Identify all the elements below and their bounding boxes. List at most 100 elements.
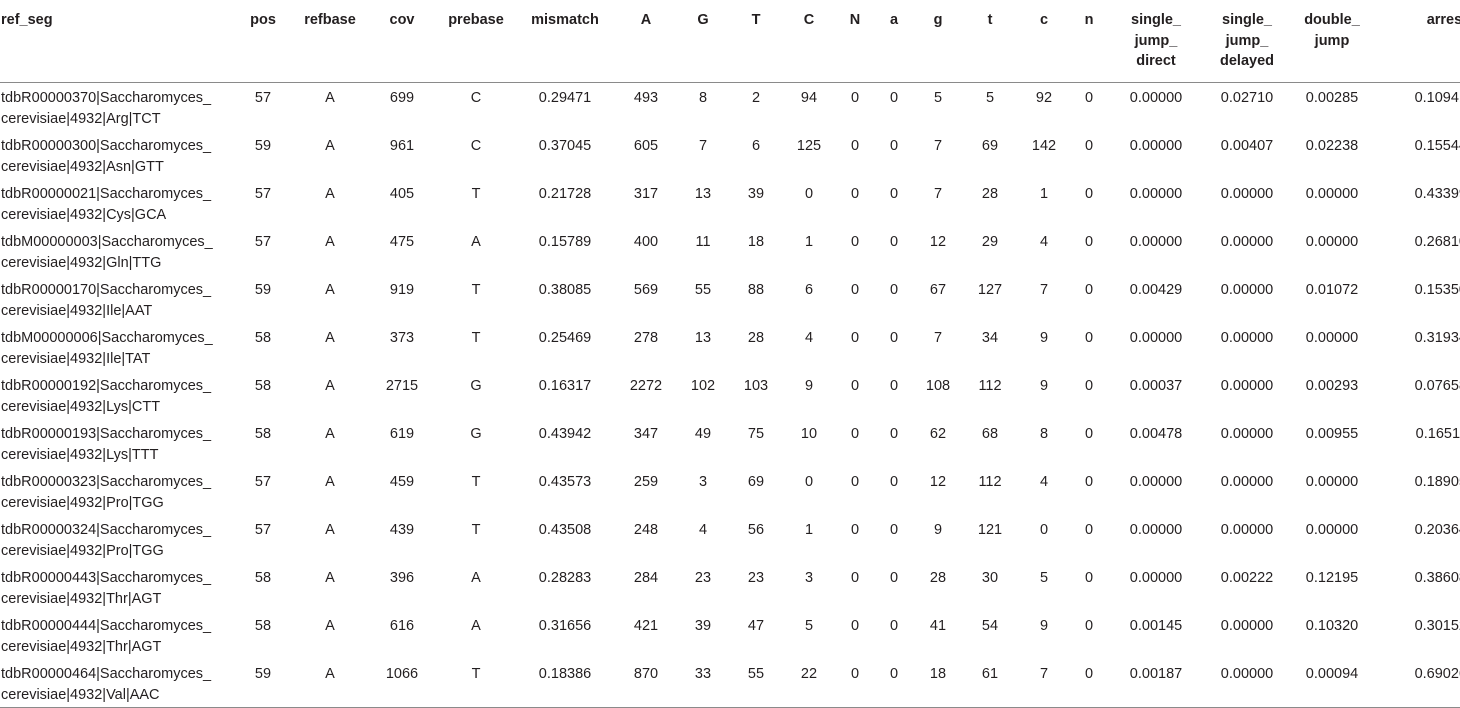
cell-a: 2272	[629, 377, 663, 394]
cell-n: 0	[1084, 521, 1094, 538]
cell-a: 0	[889, 377, 899, 394]
cell-a: 0	[889, 521, 899, 538]
cell-c: 0	[804, 473, 814, 490]
cell-a: 0	[889, 185, 899, 202]
cell-ref-seg: tdbR00000464|Saccharomyces_ cerevisiae|49…	[0, 659, 232, 708]
cell-c: 10	[800, 425, 818, 442]
cell-t: 121	[977, 521, 1003, 538]
column-header-c: c	[1018, 0, 1070, 82]
column-header-t: t	[962, 0, 1018, 82]
cell-ref-seg: tdbM00000006|Saccharomyces_ cerevisiae|49…	[0, 323, 232, 371]
cell-ref-seg: tdbR00000021|Saccharomyces_ cerevisiae|49…	[0, 179, 232, 227]
table-row: tdbR00000444|Saccharomyces_ cerevisiae|49…	[0, 611, 1460, 659]
cell-refbase: A	[325, 473, 335, 490]
cell-mismatch: 0.29471	[538, 89, 592, 106]
cell-n: 0	[850, 185, 860, 202]
cell-c: 9	[1039, 617, 1049, 634]
cell-cov: 961	[389, 137, 415, 154]
cell-n: 0	[1084, 185, 1094, 202]
cell-t: 75	[747, 425, 765, 442]
ref-seg-line: tdbM00000003|Saccharomyces_	[1, 233, 213, 250]
cell-mismatch: 0.37045	[538, 137, 592, 154]
cell-t: 29	[981, 233, 999, 250]
cell-g: 7	[698, 137, 708, 154]
cell-pos: 58	[254, 617, 272, 634]
ref-seg-line: cerevisiae|4932|Lys|CTT	[1, 398, 161, 415]
cell-single-jump-direct: 0.00000	[1129, 329, 1183, 346]
table-row: tdbR00000370|Saccharomyces_ cerevisiae|49…	[0, 82, 1460, 131]
ref-seg-line: tdbR00000170|Saccharomyces_	[1, 281, 212, 298]
column-header-line: pos	[250, 12, 276, 28]
cell-pos: 57	[254, 521, 272, 538]
cell-single-jump-direct: 0.00429	[1129, 281, 1183, 298]
cell-c: 0	[804, 185, 814, 202]
cell-g: 13	[694, 185, 712, 202]
cell-c: 94	[800, 89, 818, 106]
cell-c: 1	[804, 233, 814, 250]
cell-refbase: A	[325, 569, 335, 586]
cell-double-jump: 0.00285	[1305, 89, 1359, 106]
cell-n: 0	[1084, 137, 1094, 154]
cell-single-jump-delayed: 0.00000	[1220, 665, 1274, 682]
ref-seg-line: cerevisiae|4932|Gln|TTG	[1, 254, 162, 271]
cell-n: 0	[1084, 473, 1094, 490]
cell-g: 7	[933, 137, 943, 154]
cell-refbase: A	[325, 377, 335, 394]
column-header-line: mismatch	[531, 12, 599, 28]
column-header-line: double_	[1304, 12, 1360, 28]
cell-double-jump: 0.00094	[1305, 665, 1359, 682]
cell-g: 12	[929, 473, 947, 490]
cell-single-jump-direct: 0.00145	[1129, 617, 1183, 634]
cell-t: 88	[747, 281, 765, 298]
ref-seg-line: cerevisiae|4932|Lys|TTT	[1, 446, 159, 463]
cell-double-jump: 0.00000	[1305, 329, 1359, 346]
cell-n: 0	[850, 233, 860, 250]
cell-arrest: 0.15350	[1414, 281, 1460, 298]
cell-t: 18	[747, 233, 765, 250]
cell-single-jump-direct: 0.00037	[1129, 377, 1183, 394]
cell-single-jump-delayed: 0.00000	[1220, 233, 1274, 250]
cell-cov: 396	[389, 569, 415, 586]
cell-c: 7	[1039, 665, 1049, 682]
cell-prebase: A	[471, 233, 481, 250]
cell-cov: 919	[389, 281, 415, 298]
column-header-n: N	[836, 0, 874, 82]
cell-t: 39	[747, 185, 765, 202]
column-header-line: g	[933, 12, 943, 28]
cell-n: 0	[1084, 665, 1094, 682]
cell-g: 62	[929, 425, 947, 442]
cell-n: 0	[850, 425, 860, 442]
column-header-g: g	[914, 0, 962, 82]
cell-refbase: A	[325, 281, 335, 298]
cell-c: 1	[1039, 185, 1049, 202]
cell-mismatch: 0.31656	[538, 617, 592, 634]
cell-prebase: G	[470, 377, 482, 394]
cell-double-jump: 0.00955	[1305, 425, 1359, 442]
cell-pos: 59	[254, 665, 272, 682]
cell-arrest: 0.20364	[1414, 521, 1460, 538]
cell-t: 112	[978, 473, 1002, 490]
column-header-line: single_	[1222, 12, 1272, 28]
cell-t: 47	[747, 617, 765, 634]
column-header-refbase: refbase	[294, 0, 366, 82]
cell-cov: 616	[389, 617, 415, 634]
cell-arrest: 0.26810	[1414, 233, 1460, 250]
cell-a: 0	[889, 233, 899, 250]
cell-prebase: T	[471, 521, 481, 538]
cell-n: 0	[1084, 569, 1094, 586]
cell-t: 54	[981, 617, 999, 634]
cell-n: 0	[1084, 377, 1094, 394]
column-header-line: single_	[1131, 12, 1181, 28]
cell-t: 30	[981, 569, 999, 586]
cell-single-jump-direct: 0.00000	[1129, 89, 1183, 106]
cell-c: 4	[1039, 233, 1049, 250]
column-header-ref-seg: ref_seg	[0, 0, 232, 82]
column-header-pos: pos	[232, 0, 294, 82]
column-header-line: prebase	[448, 12, 504, 28]
column-header-n: n	[1070, 0, 1108, 82]
cell-pos: 57	[254, 233, 272, 250]
cell-single-jump-direct: 0.00000	[1129, 569, 1183, 586]
cell-n: 0	[850, 473, 860, 490]
cell-g: 39	[694, 617, 712, 634]
